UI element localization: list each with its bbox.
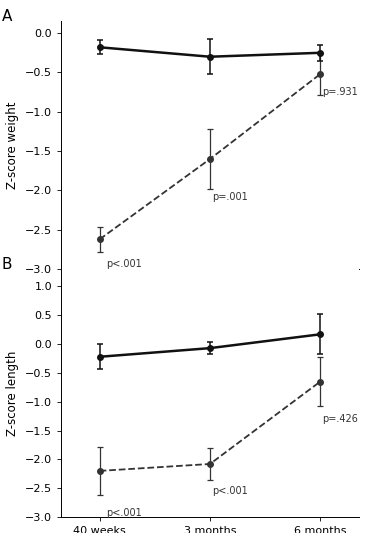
Text: B: B [1,257,12,272]
Text: p<.001: p<.001 [106,508,142,518]
Text: p<.001: p<.001 [212,486,248,496]
Y-axis label: Z-score length: Z-score length [6,350,19,436]
Text: p<.001: p<.001 [106,259,142,269]
Legend: Preterm, Full-term: Preterm, Full-term [131,344,289,362]
Text: A: A [1,9,12,24]
X-axis label: Periods: Periods [188,294,232,307]
Text: p=.426: p=.426 [323,414,359,424]
Y-axis label: Z-score weight: Z-score weight [6,101,19,189]
Text: p=.001: p=.001 [212,192,248,202]
Text: p=.931: p=.931 [323,87,358,97]
